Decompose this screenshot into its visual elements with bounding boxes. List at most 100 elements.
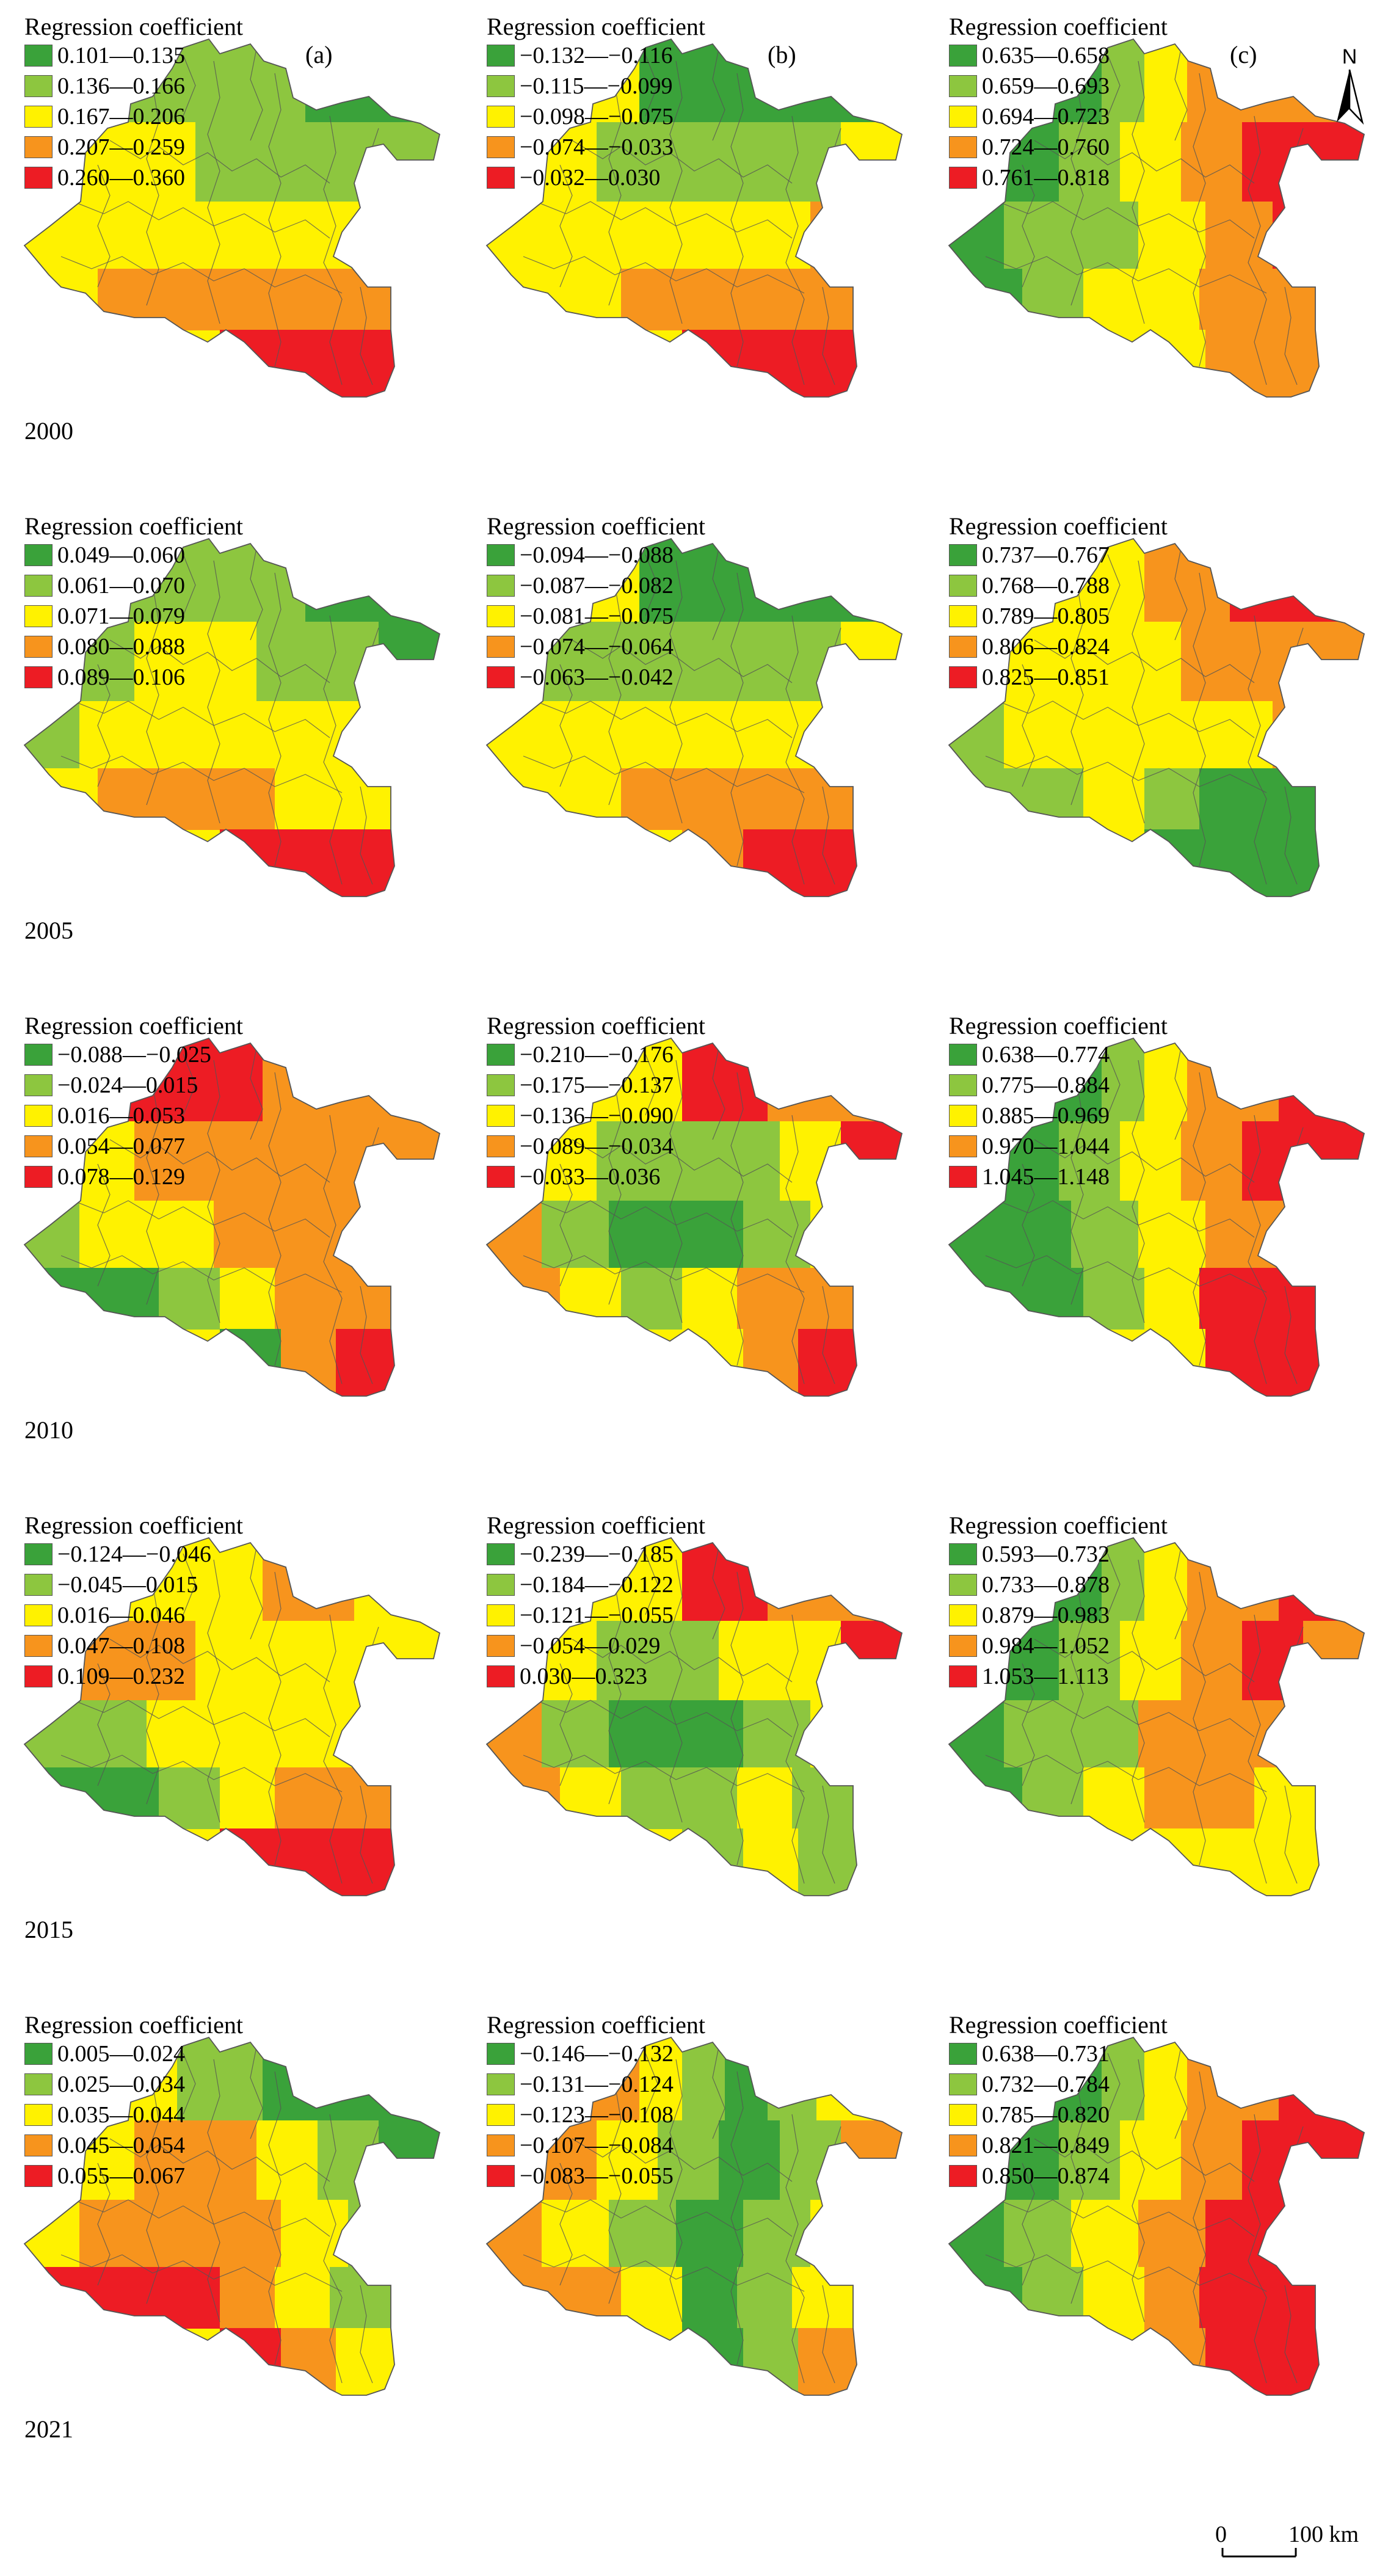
legend-range-label: 0.016—0.053 <box>57 1103 185 1129</box>
map-region <box>1254 1767 1328 1829</box>
legend-range-label: 0.638—0.774 <box>982 1042 1110 1068</box>
map-region <box>658 622 719 702</box>
province-boundary <box>23 38 441 398</box>
map-region <box>1199 768 1255 830</box>
map-panel-2021-a: Regression coefficient 0.005—0.024 0.025—0… <box>0 1998 462 2498</box>
map-region <box>134 1621 196 1701</box>
map-region <box>1230 1538 1279 1621</box>
province-boundary <box>948 1037 1365 1397</box>
map-region <box>1102 1038 1145 1122</box>
legend-swatch <box>949 2043 977 2065</box>
map-region <box>1242 2120 1304 2200</box>
legend-item: 0.879—0.983 <box>949 1600 1168 1631</box>
legend-swatch <box>24 167 53 189</box>
map-region <box>743 1828 799 1896</box>
legend-swatch <box>24 575 53 597</box>
map-region <box>609 202 677 269</box>
legend-range-label: 0.260—0.360 <box>57 165 185 191</box>
map-region <box>281 1329 336 1396</box>
legend-item: −0.045—0.015 <box>24 1570 243 1600</box>
legend-range-label: 0.825—0.851 <box>982 664 1110 690</box>
map-panel-2005-b: Regression coefficient −0.094—−0.088 −0.08… <box>462 500 925 999</box>
map-region <box>816 1038 902 1122</box>
legend-title: Regression coefficient <box>487 2011 706 2039</box>
map-region <box>330 768 404 830</box>
map-region <box>37 1268 98 1330</box>
legend-swatch <box>24 106 53 128</box>
legend-title: Regression coefficient <box>487 512 706 540</box>
map-region <box>79 202 147 269</box>
map-region <box>949 701 1005 769</box>
map-region <box>499 768 561 830</box>
legend-item: 0.136—0.166 <box>24 71 243 101</box>
legend-range-label: 0.136—0.166 <box>57 73 185 99</box>
panel-letter: (c) <box>1230 41 1257 68</box>
map-region <box>676 202 744 269</box>
map-region <box>810 1201 902 1268</box>
legend: Regression coefficient 0.638—0.731 0.732—0… <box>949 2012 1168 2191</box>
map-region <box>1102 2037 1145 2121</box>
scale-zero-label: 0 <box>1215 2522 1227 2547</box>
legend-item: −0.024—0.015 <box>24 1070 243 1101</box>
map-region <box>1187 1538 1230 1621</box>
legend-swatch <box>487 1166 515 1188</box>
legend-title: Regression coefficient <box>487 1012 706 1039</box>
map-region <box>1254 269 1328 330</box>
map-region <box>220 768 275 830</box>
map-region <box>792 2267 866 2329</box>
map-region <box>159 269 220 330</box>
map-region <box>256 2120 318 2200</box>
map-region <box>1205 1828 1261 1896</box>
map-region <box>1181 122 1243 202</box>
legend-range-label: 0.724—0.760 <box>982 134 1110 160</box>
map-region <box>79 1201 147 1268</box>
province-boundary <box>23 1037 441 1397</box>
map-region <box>330 269 404 330</box>
map-region <box>961 768 1023 830</box>
map-region <box>305 1538 355 1621</box>
province-boundary <box>485 1037 903 1397</box>
province-boundary <box>23 2036 441 2396</box>
legend-title: Regression coefficient <box>949 1512 1168 1539</box>
legend-range-label: −0.089—−0.034 <box>520 1133 674 1159</box>
legend-swatch <box>24 2165 53 2187</box>
legend-item: 1.053—1.113 <box>949 1661 1168 1692</box>
legend-item: 0.089—0.106 <box>24 662 243 693</box>
map-region <box>682 269 738 330</box>
map-region <box>1102 1538 1145 1621</box>
map-region <box>1187 1038 1230 1122</box>
panel-letter: (a) <box>305 41 333 68</box>
map-region <box>780 1121 841 1201</box>
map-region <box>487 202 542 269</box>
legend-swatch <box>24 1543 53 1565</box>
legend-swatch <box>487 1044 515 1066</box>
map-region <box>275 1268 330 1330</box>
map-region <box>1187 39 1230 123</box>
map-panel-2000-a: Regression coefficient 0.101—0.135 0.136—0… <box>0 0 462 500</box>
map-region <box>263 539 306 622</box>
map-region <box>214 1201 282 1268</box>
map-region <box>98 1268 159 1330</box>
map-region <box>98 768 159 830</box>
map-region <box>24 202 80 269</box>
map-region <box>379 1621 440 1701</box>
province-boundary <box>485 537 903 897</box>
legend-item: −0.136—−0.090 <box>487 1101 705 1131</box>
map-region <box>780 2120 841 2200</box>
legend: Regression coefficient 0.101—0.135 0.136—0… <box>24 13 243 193</box>
legend-title: Regression coefficient <box>487 1512 706 1539</box>
map-region <box>1120 622 1182 702</box>
legend-item: 0.635—0.658 <box>949 40 1168 71</box>
map-region <box>1260 2328 1328 2395</box>
year-label: 2000 <box>24 417 73 445</box>
legend-item: −0.089—−0.034 <box>487 1131 705 1162</box>
map-region <box>330 2267 404 2329</box>
legend: Regression coefficient 0.593—0.732 0.733—0… <box>949 1512 1168 1692</box>
legend-range-label: −0.131—−0.124 <box>520 2072 674 2097</box>
legend: Regression coefficient −0.124—−0.046 −0.04… <box>24 1512 243 1692</box>
legend-range-label: −0.121—−0.055 <box>520 1603 674 1628</box>
legend-item: 0.984—1.052 <box>949 1631 1168 1661</box>
choropleth-map <box>485 1537 903 1896</box>
map-region <box>214 202 282 269</box>
legend-swatch <box>24 2043 53 2065</box>
